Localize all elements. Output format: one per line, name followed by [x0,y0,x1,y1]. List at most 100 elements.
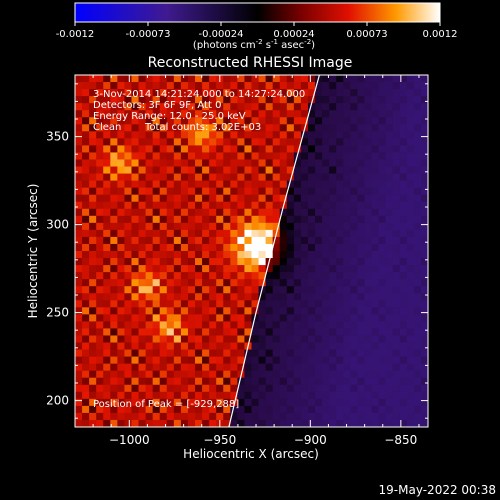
heatmap-cell [286,384,295,393]
heatmap-cell [216,145,224,153]
heatmap-cell [371,300,379,308]
heatmap-cell [399,131,408,139]
heatmap-cell [75,159,83,167]
heatmap-cell [75,243,83,252]
heatmap-cell [272,419,281,427]
heatmap-cell [364,138,372,146]
heatmap-cell [209,321,217,329]
heatmap-cell [343,173,351,181]
heatmap-cell [322,208,330,217]
heatmap-cell [124,286,132,294]
heatmap-cell [329,180,337,189]
heatmap-cell [286,293,295,301]
heatmap-cell [329,110,337,118]
heatmap-cell [385,229,394,238]
heatmap-cell [75,145,83,153]
heatmap-cell [117,328,125,336]
heatmap-cell [265,321,274,329]
heatmap-cell [82,391,90,400]
heatmap-cell [145,314,154,322]
heatmap-cell [159,370,168,379]
heatmap-cell [265,335,274,343]
heatmap-cell [103,117,111,125]
heatmap-cell [265,124,274,132]
heatmap-cell [223,96,231,104]
heatmap-cell [350,314,358,322]
heatmap-cell [152,187,161,196]
heatmap-cell [216,370,224,379]
heatmap-cell [315,384,323,393]
heatmap-cell [364,243,372,252]
heatmap-cell [322,222,330,231]
heatmap-cell [272,377,281,386]
heatmap-cell [343,286,351,294]
heatmap-cell [173,131,182,139]
heatmap-cell [307,349,316,357]
heatmap-cell [300,398,309,407]
heatmap-cell [350,405,358,414]
heatmap-cell [293,138,302,146]
heatmap-cell [223,412,231,421]
heatmap-cell [237,342,245,350]
heatmap-cell [399,328,408,336]
heatmap-cell [223,258,231,266]
heatmap-cell [420,272,428,280]
heatmap-cell [406,251,415,259]
heatmap-cell [378,89,387,97]
heatmap-cell [195,75,203,83]
heatmap-cell [187,96,196,104]
heatmap-cell [237,243,245,252]
heatmap-cell [152,384,161,393]
heatmap-cell [343,236,351,245]
heatmap-cell [279,377,288,386]
heatmap-cell [265,293,274,301]
heatmap-cell [145,272,154,280]
heatmap-cell [392,152,401,160]
heatmap-cell [392,286,401,294]
heatmap-cell [343,187,351,196]
heatmap-cell [272,314,281,322]
heatmap-cell [265,96,274,104]
heatmap-cell [251,391,259,400]
heatmap-cell [315,124,323,132]
heatmap-cell [279,412,288,421]
heatmap-cell [336,208,344,217]
heatmap-cell [378,180,387,189]
heatmap-cell [96,363,104,372]
heatmap-cell [159,419,168,427]
heatmap-cell [329,349,337,357]
heatmap-cell [265,300,274,308]
heatmap-cell [300,222,309,231]
heatmap-cell [244,201,252,210]
heatmap-cell [350,412,358,421]
heatmap-cell [315,335,323,343]
heatmap-cell [385,208,394,217]
heatmap-cell [152,335,161,343]
heatmap-cell [82,251,90,259]
heatmap-cell [209,138,217,146]
heatmap-cell [413,314,422,322]
heatmap-cell [180,152,189,160]
heatmap-cell [371,124,379,132]
heatmap-cell [378,145,387,153]
heatmap-cell [279,194,288,203]
heatmap-cell [237,349,245,357]
heatmap-cell [195,349,203,357]
heatmap-cell [75,265,83,273]
heatmap-cell [329,145,337,153]
heatmap-cell [230,314,238,322]
heatmap-cell [286,300,295,308]
heatmap-cell [180,159,189,167]
heatmap-cell [103,110,111,118]
heatmap-cell [322,251,330,259]
heatmap-cell [350,286,358,294]
colorbar-units: (photons cm-2 s-1 asec-2) [193,38,315,51]
heatmap-cell [258,208,267,217]
heatmap-cell [180,89,189,97]
heatmap-cell [258,398,267,407]
heatmap-cell [251,117,259,125]
heatmap-cell [258,187,267,196]
heatmap-cell [202,82,210,90]
heatmap-cell [216,166,224,174]
heatmap-cell [392,300,401,308]
